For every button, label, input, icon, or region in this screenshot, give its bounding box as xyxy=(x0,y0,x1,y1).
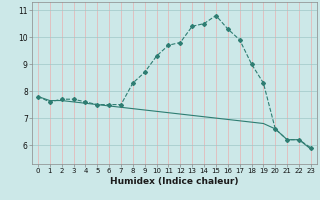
X-axis label: Humidex (Indice chaleur): Humidex (Indice chaleur) xyxy=(110,177,239,186)
